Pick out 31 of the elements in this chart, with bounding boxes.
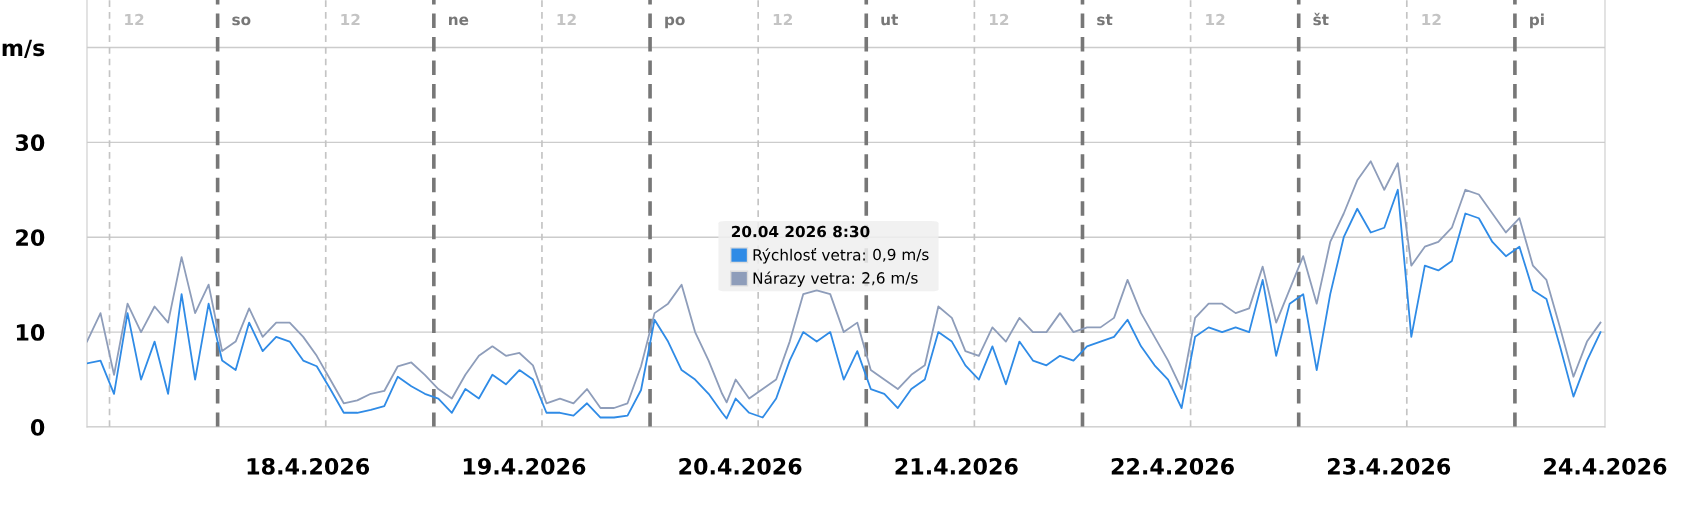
annotation: 2,6 m/s — [862, 272, 918, 286]
legend-label: Rýchlosť vetra: — [753, 248, 865, 264]
x-tick-label: 18.4.2026 — [247, 457, 370, 475]
ref-line-label: ut — [881, 14, 898, 26]
x-tick-label: 22.4.2026 — [1111, 457, 1234, 475]
ref-line-label: st — [1097, 14, 1113, 26]
legend-title: 20.04 2026 8:30 — [731, 225, 870, 238]
x-tick-label: 24.4.2026 — [1544, 457, 1667, 475]
y-tick-label: 0 — [30, 418, 45, 436]
x-tick-label: 20.4.2026 — [679, 457, 802, 475]
ref-line-label: 12 — [557, 13, 576, 26]
ref-line-label: 12 — [341, 13, 360, 26]
ref-line-label: št — [1313, 12, 1329, 26]
ref-line-label: 12 — [1422, 13, 1441, 26]
ref-line-label: 12 — [1206, 13, 1225, 26]
x-tick-label: 21.4.2026 — [895, 457, 1018, 475]
ref-line-label: pi — [1530, 13, 1544, 29]
x-tick-label: 19.4.2026 — [463, 457, 586, 475]
y-tick-label: 30 — [15, 134, 45, 152]
y-tick-label: 20 — [16, 229, 45, 246]
ref-line-label: so — [232, 16, 251, 26]
ref-line-label: po — [665, 16, 685, 29]
ref-line-label: 12 — [773, 13, 792, 26]
annotation: 0,9 m/s — [873, 248, 929, 262]
y-tick-label: m/s — [2, 39, 45, 58]
y-tick-label: 10 — [16, 324, 45, 341]
ref-line-label: ne — [449, 16, 469, 26]
legend-label: Nárazy vetra: — [753, 271, 854, 287]
x-tick-label: 23.4.2026 — [1327, 457, 1451, 475]
ref-line-label: 12 — [989, 13, 1009, 26]
ref-line-label: 12 — [125, 13, 144, 26]
